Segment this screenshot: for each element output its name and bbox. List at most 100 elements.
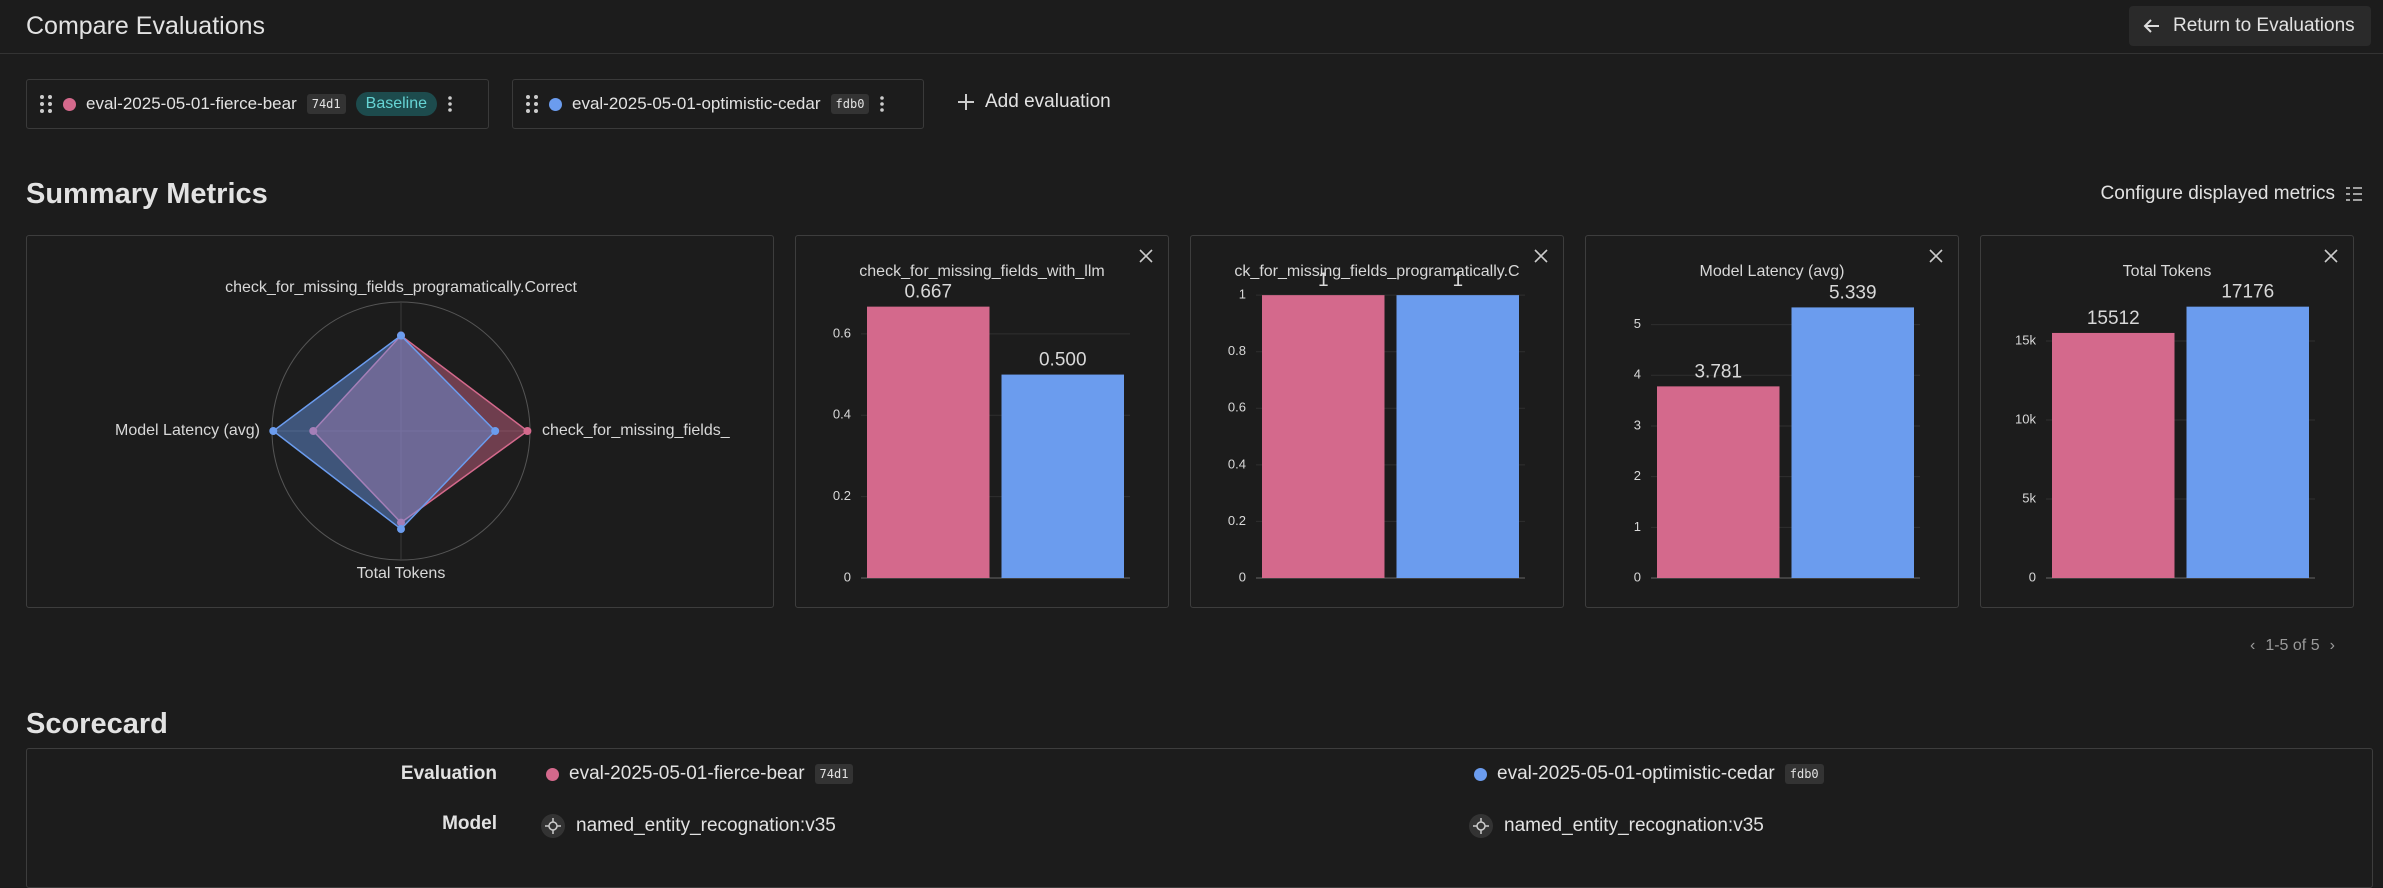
eval-chip[interactable]: eval-2025-05-01-optimistic-cedar fdb0	[512, 79, 924, 129]
score-cell: eval-2025-05-01-optimistic-cedar fdb0	[1474, 763, 1824, 785]
close-icon[interactable]	[1139, 249, 1153, 263]
radar-axis-label: check_for_missing_fields_programatically…	[225, 279, 577, 296]
chart-title: Total Tokens	[2123, 263, 2212, 280]
chart-panel: check_for_missing_fields_with_llm 0 0.2 0.4…	[795, 235, 1169, 608]
radar-axis-label: Model Latency (avg)	[115, 422, 260, 439]
radar-axis-label: Total Tokens	[357, 565, 446, 582]
y-tick-label: 1	[1239, 287, 1246, 302]
value-label: 1	[1318, 270, 1329, 291]
chart: Total Tokens 0 5k 10k 15k 15512 17176	[2015, 249, 2338, 584]
y-tick-label: 5	[1634, 316, 1641, 331]
y-tick-label: 0.2	[833, 488, 851, 503]
score-cell: named_entity_recognation:v35	[540, 813, 836, 839]
value-label: 17176	[2221, 282, 2274, 303]
radar-point	[491, 427, 500, 435]
eval-name: eval-2025-05-01-fierce-bear	[569, 763, 805, 784]
baseline-badge: Baseline	[355, 92, 438, 116]
value-label: 3.781	[1694, 361, 1742, 382]
plus-icon	[958, 94, 974, 110]
radar-point	[397, 518, 405, 527]
chart-title: ck_for_missing_fields_programatically.C	[1234, 263, 1519, 280]
chart-panel: check_for_missing_fields_programatically…	[26, 235, 774, 608]
return-button[interactable]: Return to Evaluations	[2129, 6, 2371, 46]
value-label: 15512	[2087, 308, 2140, 329]
chart-panel: Total Tokens 0 5k 10k 15k 15512 17176	[1980, 235, 2354, 608]
eval-hash: fdb0	[830, 94, 870, 114]
arrow-icon	[2143, 19, 2159, 33]
row-label: Evaluation	[400, 763, 497, 784]
eval-color-dot	[546, 767, 559, 781]
next-icon[interactable]: ›	[2329, 637, 2335, 654]
eval-chip[interactable]: eval-2025-05-01-fierce-bear 74d1 Baselin…	[26, 79, 489, 129]
configure-label: Configure displayed metrics	[2100, 183, 2335, 204]
model-icon	[541, 814, 565, 838]
chart: check_for_missing_fields_with_llm 0 0.2 0.4…	[833, 249, 1153, 584]
eval-color-dot	[1474, 767, 1487, 781]
y-tick-label: 5k	[2022, 490, 2036, 505]
y-tick-label: 10k	[2015, 411, 2036, 426]
y-tick-label: 0	[1634, 569, 1641, 584]
y-tick-label: 0	[2029, 569, 2036, 584]
y-tick-label: 2	[1634, 468, 1641, 483]
eval-name: eval-2025-05-01-optimistic-cedar	[572, 94, 821, 113]
chart: check_for_missing_fields_programatically…	[115, 279, 731, 582]
y-tick-label: 1	[1634, 519, 1641, 534]
y-tick-label: 0.4	[833, 407, 851, 422]
bar	[1396, 295, 1519, 578]
y-tick-label: 15k	[2015, 332, 2036, 347]
eval-color-dot	[63, 97, 76, 111]
value-label: 0.667	[904, 282, 952, 303]
bar	[867, 306, 990, 578]
close-icon[interactable]	[1534, 249, 1548, 263]
row-label: Model	[442, 813, 497, 834]
pagination-label: 1-5 of 5	[2265, 637, 2320, 654]
value-label: 0.500	[1039, 350, 1087, 371]
radar-point	[309, 427, 318, 435]
chart: ck_for_missing_fields_programatically.C 0…	[1228, 249, 1548, 584]
configure-metrics[interactable]: Configure displayed metrics	[2101, 183, 2363, 205]
chart-panel: Model Latency (avg) 0 1 2 3 4 5 3.781 5.339	[1585, 235, 1959, 608]
close-icon[interactable]	[1929, 249, 1943, 263]
radar-axis-label: check_for_missing_fields_	[542, 422, 731, 439]
add-evaluation[interactable]: Add evaluation	[957, 91, 1111, 113]
y-tick-label: 0.8	[1228, 343, 1246, 358]
eval-name: eval-2025-05-01-fierce-bear	[86, 94, 297, 113]
return-label: Return to Evaluations	[2173, 15, 2355, 36]
value-label: 5.339	[1829, 282, 1877, 303]
chart-title: check_for_missing_fields_with_llm	[859, 263, 1104, 280]
y-tick-label: 0	[844, 569, 851, 584]
score-cell: eval-2025-05-01-fierce-bear 74d1	[546, 763, 854, 785]
y-tick-label: 0.2	[1228, 513, 1246, 528]
y-tick-label: 0.6	[833, 325, 851, 340]
kebab-icon[interactable]	[447, 95, 453, 113]
radar-point	[269, 427, 278, 435]
eval-hash: 74d1	[306, 94, 346, 114]
y-tick-label: 4	[1634, 367, 1641, 382]
model-icon	[1469, 814, 1493, 838]
pagination: ‹ 1-5 of 5 ›	[2250, 637, 2335, 655]
y-tick-label: 3	[1634, 417, 1641, 432]
eval-name: eval-2025-05-01-optimistic-cedar	[1497, 763, 1775, 784]
drag-handle	[526, 95, 538, 113]
top-bar	[0, 0, 2383, 54]
y-tick-label: 0.6	[1228, 400, 1246, 415]
add-evaluation-label: Add evaluation	[985, 91, 1111, 112]
page-title: Compare Evaluations	[26, 12, 266, 40]
drag-handle	[40, 95, 52, 113]
section-title: Summary Metrics	[26, 178, 268, 210]
eval-color-dot	[549, 97, 562, 111]
bar	[1001, 374, 1124, 578]
chart-panel: ck_for_missing_fields_programatically.C 0…	[1190, 235, 1564, 608]
section-title: Scorecard	[26, 708, 168, 740]
prev-icon[interactable]: ‹	[2250, 637, 2256, 654]
close-icon[interactable]	[2324, 249, 2338, 263]
bar	[2052, 332, 2175, 578]
kebab-icon[interactable]	[879, 95, 885, 113]
bar	[2186, 306, 2309, 578]
bar	[1657, 386, 1780, 578]
bar	[1262, 295, 1385, 578]
value-label: 1	[1452, 270, 1463, 291]
radar-point	[397, 525, 405, 534]
eval-hash: fdb0	[1784, 764, 1824, 784]
eval-hash: 74d1	[814, 764, 854, 784]
